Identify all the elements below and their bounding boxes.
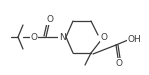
Text: N: N	[59, 32, 65, 41]
Text: O: O	[46, 16, 53, 25]
Text: O: O	[31, 32, 38, 41]
Text: O: O	[100, 32, 107, 41]
Text: OH: OH	[127, 35, 141, 44]
Text: O: O	[115, 58, 122, 68]
